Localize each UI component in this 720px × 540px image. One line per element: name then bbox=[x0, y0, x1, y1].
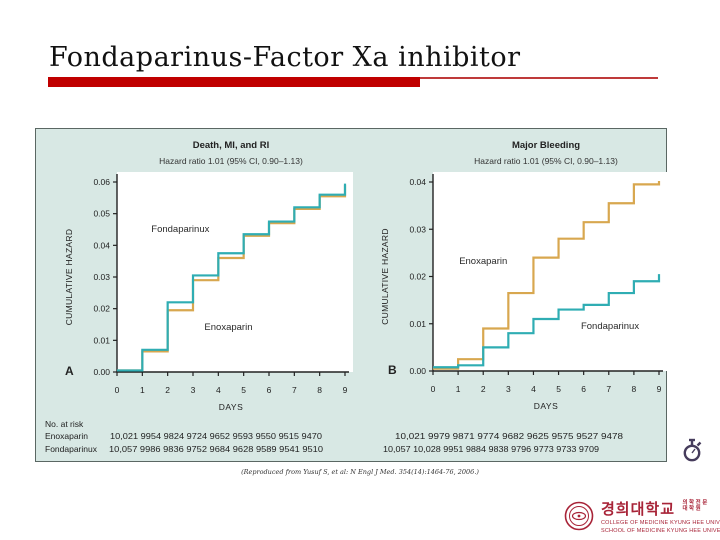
figure-citation: (Reproduced from Yusuf S, et al: N Engl … bbox=[241, 468, 479, 476]
logo-korean-name: 경희대학교 bbox=[601, 501, 676, 518]
stopwatch-icon bbox=[683, 438, 702, 462]
series-fondaparinux bbox=[117, 183, 347, 372]
chart-panel-b: Major Bleeding Hazard ratio 1.01 (95% CI,… bbox=[380, 140, 667, 454]
plot-area bbox=[117, 172, 353, 372]
y-tick-label: 0.03 bbox=[409, 224, 426, 234]
series-label: Fondaparinux bbox=[151, 224, 209, 235]
x-axis-label: DAYS bbox=[534, 401, 559, 411]
y-tick-label: 0.05 bbox=[93, 209, 110, 219]
logo-college-line: COLLEGE OF MEDICINE KYUNG HEE UNIVERSITY bbox=[601, 520, 720, 526]
x-tick-label: 0 bbox=[115, 385, 120, 395]
title-underline-bar bbox=[48, 77, 420, 87]
x-tick-label: 1 bbox=[456, 384, 461, 394]
x-axis-label: DAYS bbox=[219, 402, 244, 412]
x-tick-label: 4 bbox=[531, 384, 536, 394]
series-label: Enoxaparin bbox=[204, 322, 252, 333]
risk-row-values: 10,021 9979 9871 9774 9682 9625 9575 952… bbox=[395, 431, 623, 441]
slide-title: Fondaparinus-Factor Xa inhibitor bbox=[49, 42, 521, 73]
risk-row-name: Fondaparinux bbox=[45, 444, 98, 454]
y-tick-label: 0.01 bbox=[409, 319, 426, 329]
x-tick-label: 9 bbox=[343, 385, 348, 395]
x-tick-label: 9 bbox=[657, 384, 662, 394]
series-label: Fondaparinux bbox=[581, 321, 639, 332]
x-tick-label: 6 bbox=[267, 385, 272, 395]
risk-row-values: 10,021 9954 9824 9724 9652 9593 9550 951… bbox=[110, 431, 322, 441]
y-tick-label: 0.06 bbox=[93, 177, 110, 187]
y-tick-label: 0.03 bbox=[93, 272, 110, 282]
x-tick-label: 5 bbox=[556, 384, 561, 394]
university-emblem-icon bbox=[564, 501, 594, 531]
x-tick-label: 8 bbox=[317, 385, 322, 395]
logo-school-line: SCHOOL OF MEDICINE KYUNG HEE UNIVERSITY bbox=[601, 527, 720, 534]
y-axis-label: CUMULATIVE HAZARD bbox=[64, 229, 74, 326]
panel-letter: A bbox=[65, 364, 74, 378]
x-tick-label: 1 bbox=[140, 385, 145, 395]
x-tick-label: 2 bbox=[481, 384, 486, 394]
risk-row-values: 10,057 10,028 9951 9884 9838 9796 9773 9… bbox=[383, 444, 599, 454]
x-tick-label: 7 bbox=[292, 385, 297, 395]
chart-title: Death, MI, and RI bbox=[193, 140, 270, 151]
x-tick-label: 5 bbox=[241, 385, 246, 395]
panel-letter: B bbox=[388, 363, 397, 377]
chart-subtitle: Hazard ratio 1.01 (95% CI, 0.90–1.13) bbox=[159, 156, 303, 166]
y-tick-label: 0.01 bbox=[93, 335, 110, 345]
y-tick-label: 0.04 bbox=[93, 240, 110, 250]
risk-row-name: Enoxaparin bbox=[45, 431, 88, 441]
x-tick-label: 2 bbox=[165, 385, 170, 395]
y-tick-label: 0.00 bbox=[93, 367, 110, 377]
plot-area bbox=[433, 172, 667, 371]
x-tick-label: 4 bbox=[216, 385, 221, 395]
x-tick-label: 3 bbox=[506, 384, 511, 394]
x-tick-label: 3 bbox=[191, 385, 196, 395]
y-tick-label: 0.02 bbox=[409, 272, 426, 282]
y-tick-label: 0.02 bbox=[93, 304, 110, 314]
x-tick-label: 8 bbox=[632, 384, 637, 394]
y-axis-label: CUMULATIVE HAZARD bbox=[380, 228, 390, 325]
series-enoxaparin bbox=[117, 185, 347, 372]
y-tick-label: 0.04 bbox=[409, 177, 426, 187]
series-fondaparinux bbox=[433, 274, 661, 369]
x-tick-label: 6 bbox=[581, 384, 586, 394]
x-tick-label: 7 bbox=[606, 384, 611, 394]
series-label: Enoxaparin bbox=[459, 256, 507, 267]
university-logo: 경희대학교 의 학 전 문 대 학 원 COLLEGE OF MEDICINE … bbox=[563, 498, 720, 536]
chart-title: Major Bleeding bbox=[512, 140, 580, 151]
x-tick-label: 0 bbox=[431, 384, 436, 394]
chart-panel-a: Death, MI, and RI Hazard ratio 1.01 (95% … bbox=[45, 140, 353, 454]
chart-subtitle: Hazard ratio 1.01 (95% CI, 0.90–1.13) bbox=[474, 156, 618, 166]
logo-korean-subtitle: 의 학 전 문 대 학 원 bbox=[682, 500, 708, 512]
risk-row-values: 10,057 9986 9836 9752 9684 9628 9589 954… bbox=[109, 444, 323, 454]
y-tick-label: 0.00 bbox=[409, 366, 426, 376]
risk-table-label: No. at risk bbox=[45, 419, 84, 429]
